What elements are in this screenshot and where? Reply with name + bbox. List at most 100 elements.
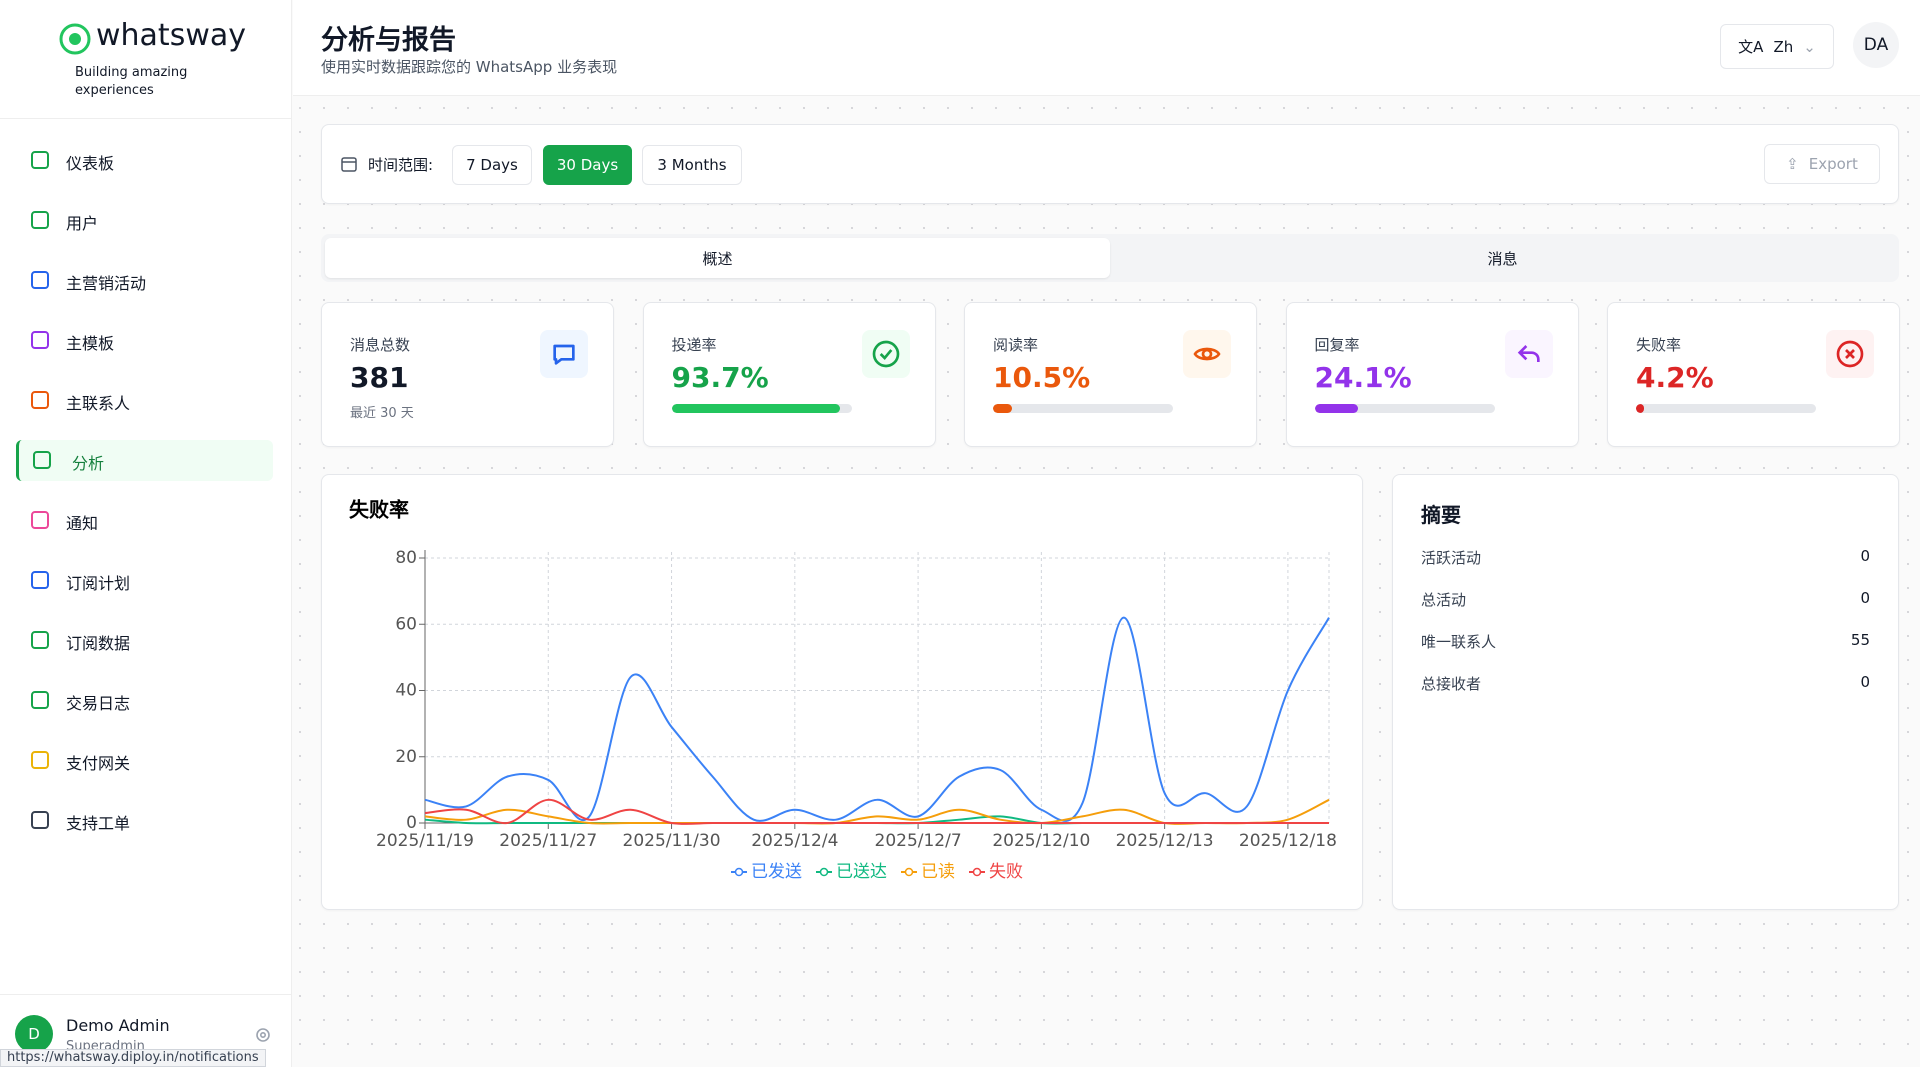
legend-item[interactable]: 已送达 [816,862,887,882]
menu-icon [31,511,49,529]
filter-option[interactable]: 3 Months [642,145,742,185]
stat-label: 失败率 [1636,336,1682,354]
tab[interactable]: 概述 [325,238,1110,278]
user-avatar: D [15,1015,53,1053]
menu-item[interactable]: 订阅计划 [16,560,273,601]
menu-icon [33,451,51,469]
stat-label: 回复率 [1314,336,1360,354]
avatar[interactable]: DA [1853,22,1899,68]
export-button[interactable]: ⇪ Export [1764,144,1880,184]
menu-item[interactable]: 支付网关 [16,740,273,781]
summary-value: 0 [1860,673,1870,691]
series-line [424,616,1330,822]
legend-label: 失败 [989,862,1023,882]
menu-item[interactable]: 通知 [16,500,273,541]
export-label: Export [1808,155,1858,173]
stat-value: 4.2% [1636,361,1714,394]
tabs: 概述 消息 [321,234,1899,282]
menu-label: 分析 [72,454,105,473]
y-tick-label: 60 [395,614,417,634]
menu-label: 订阅数据 [66,634,131,653]
brand: whatsway [96,18,246,53]
menu-icon [31,631,49,649]
icon-part [69,33,81,45]
progress-bar [993,404,1012,413]
legend-swatch-dot [904,867,914,877]
progress-bar [1636,404,1644,413]
menu-item[interactable]: 仪表板 [16,140,273,181]
y-tick-label: 0 [406,813,417,833]
y-tick-label: 40 [395,681,417,701]
menu-item[interactable]: 主营销活动 [16,260,273,301]
language-select[interactable]: 文A Zh ⌄ [1720,24,1834,69]
legend-item[interactable]: 失败 [969,862,1023,882]
menu-icon [31,811,49,829]
series-line [424,798,1329,825]
menu-label: 仪表板 [66,154,115,173]
progress-track [1636,404,1816,413]
divider [0,994,292,995]
x-tick-label: 2025/11/27 [499,831,597,851]
divider [0,118,292,119]
menu-label: 支持工单 [66,814,131,833]
icon-part [1517,345,1540,362]
summary-value: 55 [1850,631,1870,649]
icon-part [1193,347,1221,361]
menu-label: 主模板 [66,334,115,353]
stat-value: 10.5% [993,361,1091,394]
stat-card: 回复率 24.1% [1285,302,1579,447]
stat-note: 最近 30 天 [350,406,414,421]
menu-label: 订阅计划 [66,574,131,593]
legend-item[interactable]: 已读 [901,862,955,882]
menu-icon [31,271,49,289]
menu-icon [31,391,49,409]
x-tick-label: 2025/12/18 [1239,831,1337,851]
menu-item[interactable]: 订阅数据 [16,620,273,661]
stat-label: 投递率 [671,336,717,354]
menu-icon [31,331,49,349]
icon-part [59,23,91,55]
filter-option[interactable]: 7 Days [452,145,532,185]
menu-item[interactable]: 交易日志 [16,680,273,721]
status-url: https://whatsway.diploy.in/notifications [0,1049,266,1067]
settings-icon[interactable] [254,1026,272,1044]
chart-title: 失败率 [349,498,409,522]
stat-label: 阅读率 [993,336,1039,354]
menu-item[interactable]: 主联系人 [16,380,273,421]
icon-part [1193,347,1221,361]
language: Zh [1773,37,1794,56]
icon-part [872,340,899,368]
icon-part [553,344,575,365]
user-name[interactable]: Demo Admin [66,1016,170,1035]
legend-swatch-dot [972,867,982,877]
filter-label: 时间范围: [368,156,434,174]
menu-item[interactable]: 主模板 [16,320,273,361]
chart: 失败率 0 20 40 60 80 2025/11/19 2025/11/27 2025/11… [349,498,1337,883]
stat-card: 阅读率 10.5% [964,302,1257,447]
tagline: Building amazing experiences [75,65,188,98]
menu-item[interactable]: 支持工单 [16,800,273,841]
menu-item[interactable]: 用户 [16,200,273,241]
legend-swatch-dot [734,867,744,877]
filter-option[interactable]: 30 Days [543,145,632,185]
progress-track [671,404,852,413]
icon-part [1517,345,1540,362]
icon-part [1201,348,1213,360]
x-tick-label: 2025/12/4 [751,831,838,851]
stat-icon [540,330,588,378]
x-tick-label: 2025/11/30 [623,831,721,851]
stat-card: 消息总数 381 最近 30 天 [321,302,614,447]
y-tick-label: 20 [395,747,417,767]
x-tick-label: 2025/11/19 [376,831,474,851]
legend-item[interactable]: 已发送 [731,862,802,882]
menu-item[interactable]: 分析 [16,440,273,481]
icon-part [341,157,357,172]
tab[interactable]: 消息 [1487,249,1518,268]
page-subtitle: 使用实时数据跟踪您的 WhatsApp 业务表现 [321,58,618,76]
summary-value: 0 [1860,547,1870,565]
summary-card: 摘要 活跃活动 0 总活动 0 唯一联系人 55 总接收者 0 [1392,474,1899,910]
menu-label: 用户 [66,214,99,233]
menu-label: 通知 [66,514,99,533]
stat-value: 381 [350,361,409,394]
